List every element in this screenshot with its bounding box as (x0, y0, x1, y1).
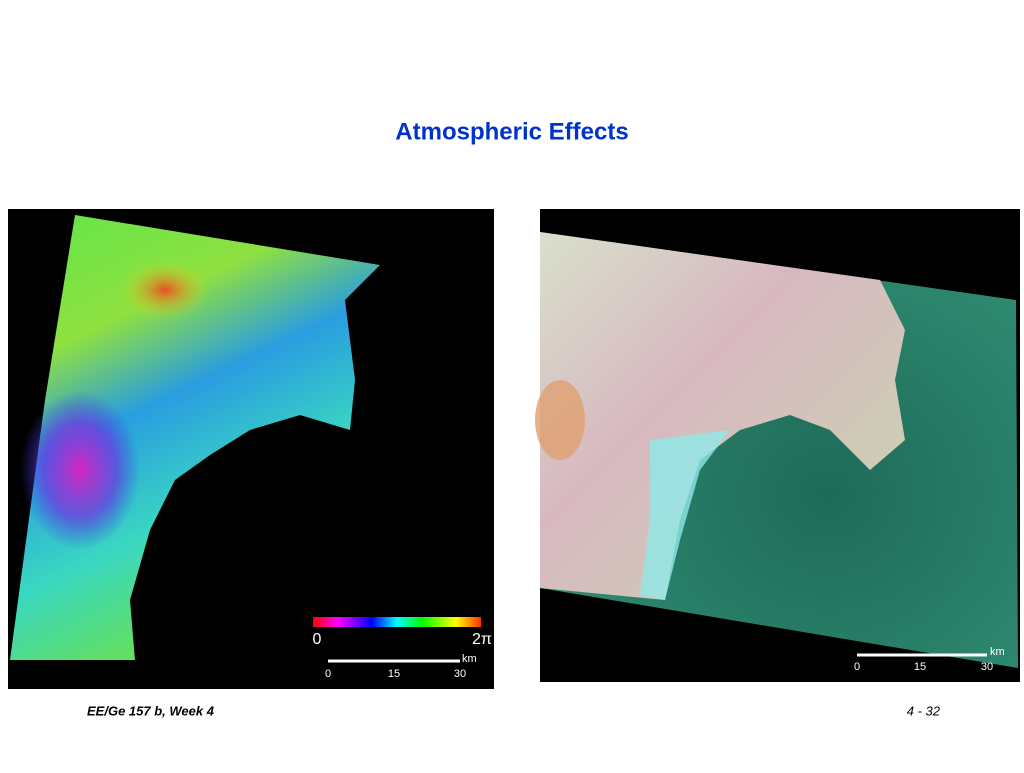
footer-left: EE/Ge 157 b, Week 4 (87, 703, 215, 718)
colorbar-label: 0 (313, 631, 322, 648)
scale-label: 30 (981, 661, 993, 673)
slide-title: Atmospheric Effects (395, 118, 628, 145)
footer-right: 4 - 32 (907, 703, 941, 718)
scale-label: 0 (854, 661, 860, 673)
scale-label: 15 (388, 668, 400, 680)
scale-label: 0 (325, 668, 331, 680)
colorbar-label: 2π (472, 631, 492, 648)
scale-unit: km (990, 646, 1005, 658)
scale-label: 15 (914, 661, 926, 673)
optical-image: 0 15 30 km (535, 209, 1020, 682)
scale-unit: km (462, 653, 477, 665)
phase-image: 0 2π 0 15 30 km (8, 209, 494, 689)
scale-label: 30 (454, 668, 466, 680)
